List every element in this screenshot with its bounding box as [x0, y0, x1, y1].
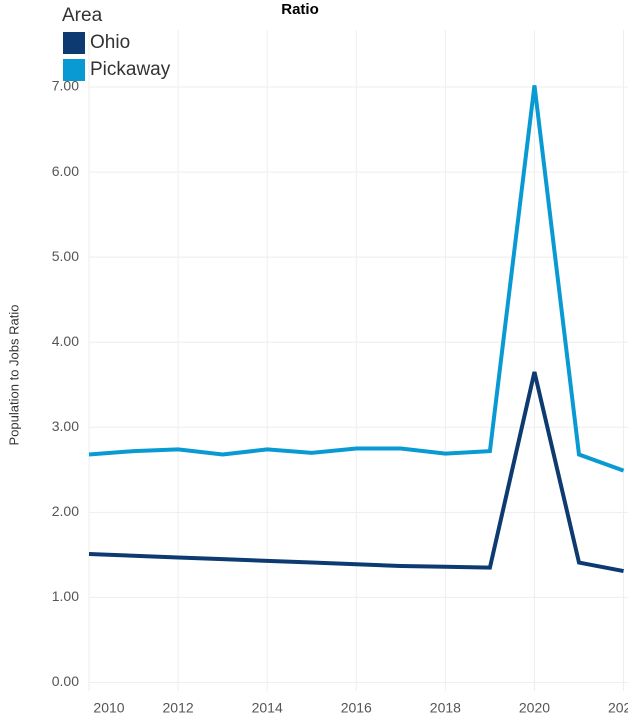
line [88, 371, 624, 574]
x-tick-label: 2022 [608, 700, 628, 716]
y-tick-label: 1.00 [52, 588, 79, 604]
legend-swatch [63, 59, 85, 81]
x-tick-label: 2010 [93, 700, 124, 716]
y-tick-label: 7.00 [52, 78, 79, 94]
legend-title: Area [62, 5, 103, 26]
y-tick-label: 2.00 [52, 503, 79, 519]
legend-label: Pickaway [90, 59, 171, 80]
y-tick-label: 0.00 [52, 673, 79, 689]
chart-title: Ratio [281, 1, 319, 18]
y-tick-label: 3.00 [52, 418, 79, 434]
y-tick-label: 5.00 [52, 248, 79, 264]
y-tick-label: 4.00 [52, 333, 79, 349]
y-axis-label: Population to Jobs Ratio [6, 305, 21, 446]
x-tick-label: 2016 [341, 700, 372, 716]
x-tick-label: 2014 [252, 700, 283, 716]
x-tick-label: 2018 [430, 700, 461, 716]
line [88, 85, 625, 473]
x-tick-label: 2012 [163, 700, 194, 716]
legend-swatch [63, 32, 85, 54]
y-tick-label: 6.00 [52, 163, 79, 179]
legend-label: Ohio [90, 32, 130, 53]
x-tick-label: 2020 [519, 700, 550, 716]
